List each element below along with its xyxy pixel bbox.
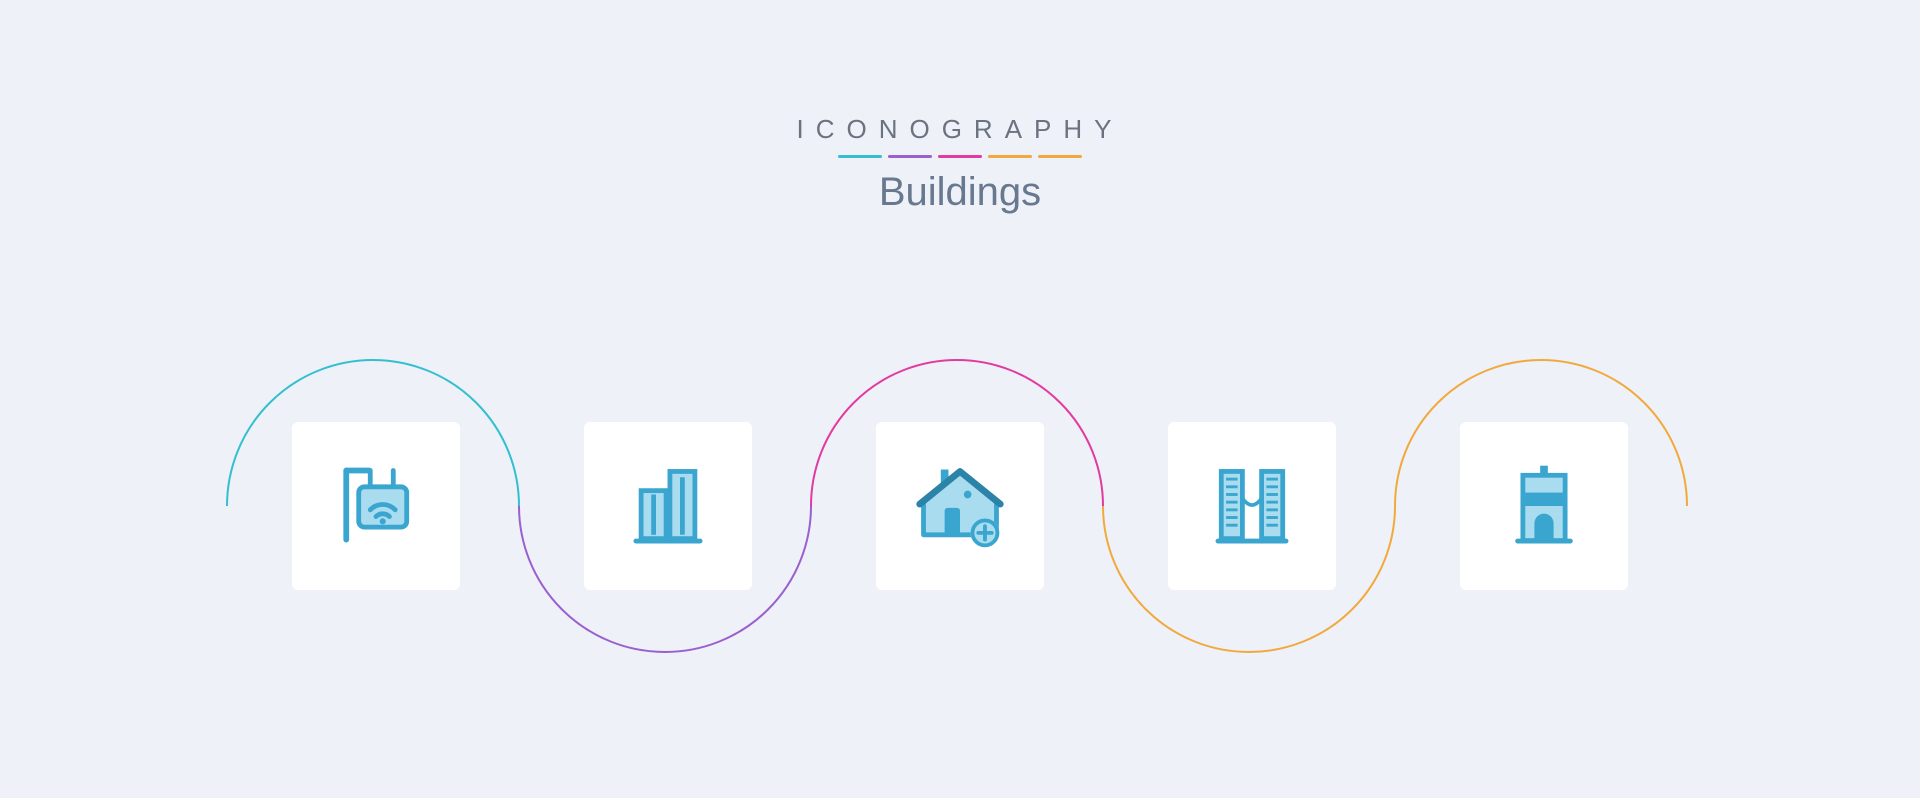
divider-seg xyxy=(1038,155,1082,158)
divider-seg xyxy=(988,155,1032,158)
header: ICONOGRAPHY Buildings xyxy=(192,114,1728,215)
add-house-icon xyxy=(876,422,1044,590)
skyscrapers-icon xyxy=(584,422,752,590)
brand-text: ICONOGRAPHY xyxy=(192,114,1728,145)
canvas: ICONOGRAPHY Buildings xyxy=(0,0,1920,798)
twin-towers-icon xyxy=(1168,422,1336,590)
page-title: Buildings xyxy=(192,170,1728,215)
inner-panel: ICONOGRAPHY Buildings xyxy=(192,80,1728,718)
divider-seg xyxy=(938,155,982,158)
divider-seg xyxy=(888,155,932,158)
icons-row xyxy=(192,422,1728,590)
divider-seg xyxy=(838,155,882,158)
wifi-sign-icon xyxy=(292,422,460,590)
brand-divider xyxy=(192,155,1728,158)
arch-building-icon xyxy=(1460,422,1628,590)
